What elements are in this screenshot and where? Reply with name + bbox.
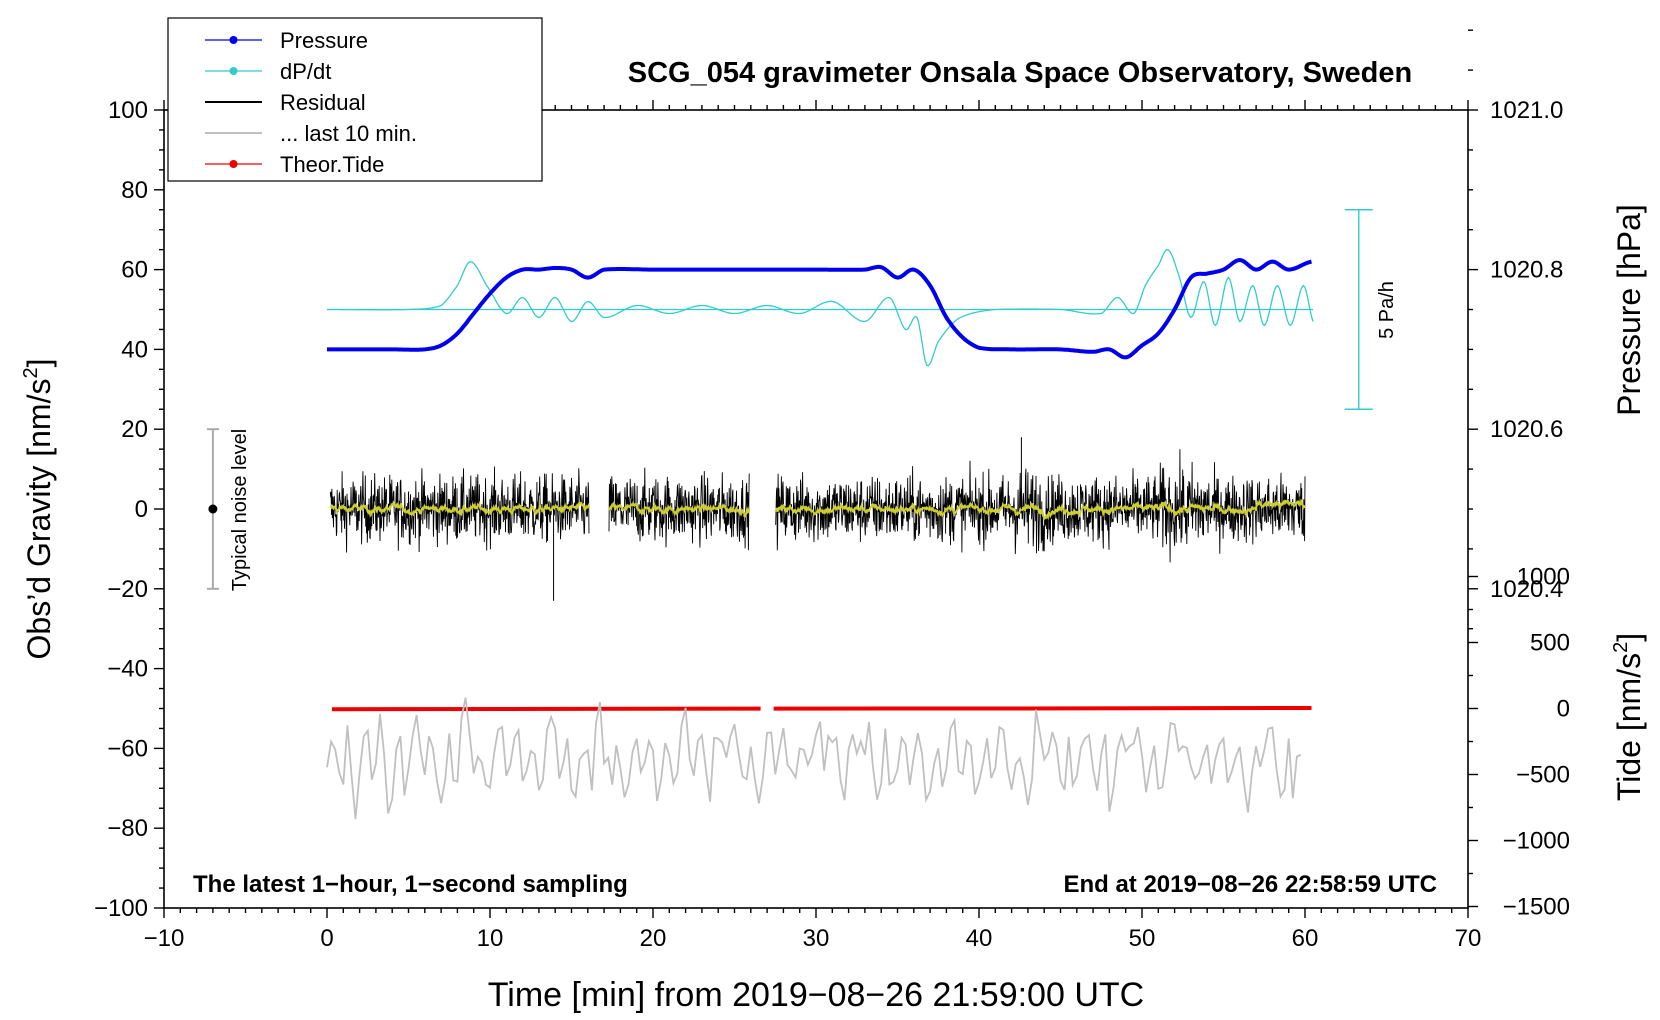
tide-axis-label-sup: 2 <box>1610 642 1632 653</box>
annotations <box>206 209 1373 590</box>
residual-line <box>329 466 590 553</box>
y-tick-label: 100 <box>108 97 148 124</box>
pressure-line <box>326 258 1312 360</box>
x-tick-label: 10 <box>477 925 504 952</box>
y-tick-label: −60 <box>107 735 148 762</box>
y-tick-label: −40 <box>107 656 148 683</box>
pressure-series <box>326 258 1312 360</box>
residual-line <box>775 449 1306 563</box>
legend-label: ... last 10 min. <box>280 121 417 146</box>
y-axis-label-prefix: Obs’d Gravity [nm/s <box>21 379 57 660</box>
noise-bar-dot <box>208 504 218 514</box>
pressure-tick-label: 1020.6 <box>1490 416 1563 443</box>
y-tick-label: 20 <box>121 416 148 443</box>
noise-level-label: Typical noise level <box>229 429 251 591</box>
tide-tick-label: 0 <box>1557 696 1570 723</box>
x-tick-label: −10 <box>144 925 185 952</box>
tide-series <box>331 706 1312 712</box>
legend-label: dP/dt <box>280 59 331 84</box>
residual-line <box>608 467 750 551</box>
x-tick-label: 50 <box>1129 925 1156 952</box>
legend-entries: Pressure dP/dt Residual ... last 10 min. The… <box>205 28 417 177</box>
y-tick-label: 80 <box>121 177 148 204</box>
y-tick-labels: 100 80 60 40 20 0 −20 −40 −60 −80 −100 <box>94 97 148 922</box>
residual-smoothed-line <box>774 498 1306 521</box>
y-tick-label: 0 <box>135 496 148 523</box>
dpdt-line <box>327 248 1314 367</box>
legend-label: Residual <box>280 90 366 115</box>
tide-tick-label: −1500 <box>1503 894 1570 921</box>
y-tick-label: −20 <box>107 576 148 603</box>
legend-marker <box>229 36 238 44</box>
x-tick-label: 20 <box>640 925 667 952</box>
last10-series <box>326 697 1302 820</box>
y-axis-label-suffix: ] <box>21 359 57 368</box>
residual-smoothed-line <box>608 500 751 519</box>
y-axis-label-sup: 2 <box>20 367 42 378</box>
pressure-tick-label: 1020.4 <box>1490 576 1563 603</box>
y-tick-label: −80 <box>107 815 148 842</box>
pressure-tick-labels: 1021.0 1020.8 1020.6 1020.4 <box>1490 97 1563 603</box>
x-tick-label: 0 <box>320 925 333 952</box>
chart-title: SCG_054 gravimeter Onsala Space Observat… <box>628 57 1412 89</box>
tide-tick-label: 500 <box>1530 630 1570 657</box>
x-axis-label: Time [min] from 2019−08−26 21:59:00 UTC <box>488 976 1144 1014</box>
x-tick-label: 40 <box>966 925 993 952</box>
tide-tick-label: 1000 <box>1517 564 1570 591</box>
end-time-note: End at 2019−08−26 22:58:59 UTC <box>1063 871 1437 898</box>
sampling-note: The latest 1−hour, 1−second sampling <box>193 871 628 898</box>
tide-axis-label-prefix: Tide [nm/s <box>1611 653 1647 801</box>
y-axis-label: Obs’d Gravity [nm/s2] <box>20 359 57 660</box>
x-tick-label: 30 <box>803 925 830 952</box>
tide-tick-label: −1000 <box>1503 828 1570 855</box>
y-tick-label: 60 <box>121 257 148 284</box>
tide-tick-labels: 1000 500 0 −500 −1000 −1500 <box>1503 564 1570 921</box>
tide-axis-label: Tide [nm/s2] <box>1610 633 1647 801</box>
legend-box <box>167 17 543 182</box>
residual-series <box>329 437 1306 601</box>
residual-smoothed-line <box>329 500 590 518</box>
x-tick-labels: −10 0 10 20 30 40 50 60 70 <box>144 925 1482 952</box>
x-tick-label: 70 <box>1455 925 1482 952</box>
last10-line <box>326 697 1302 820</box>
y-tick-label: −100 <box>94 895 148 922</box>
legend-label: Theor.Tide <box>280 152 384 177</box>
legend-marker <box>229 160 238 168</box>
legend-label: Pressure <box>280 28 368 53</box>
x-tick-label: 60 <box>1292 925 1319 952</box>
dpdt-series <box>327 248 1314 367</box>
tide-tick-label: −500 <box>1516 762 1570 789</box>
legend: Pressure dP/dt Residual ... last 10 min. The… <box>167 17 543 182</box>
pressure-tick-label: 1021.0 <box>1490 97 1563 124</box>
tide-line-a <box>331 706 761 712</box>
tide-axis-label-suffix: ] <box>1611 633 1647 642</box>
pressure-tick-label: 1020.8 <box>1490 257 1563 284</box>
rate-label: 5 Pa/h <box>1376 281 1398 339</box>
legend-marker <box>229 67 238 75</box>
y-tick-label: 40 <box>121 336 148 363</box>
pressure-axis-label: Pressure [hPa] <box>1611 204 1647 416</box>
tide-line-b <box>773 706 1312 711</box>
